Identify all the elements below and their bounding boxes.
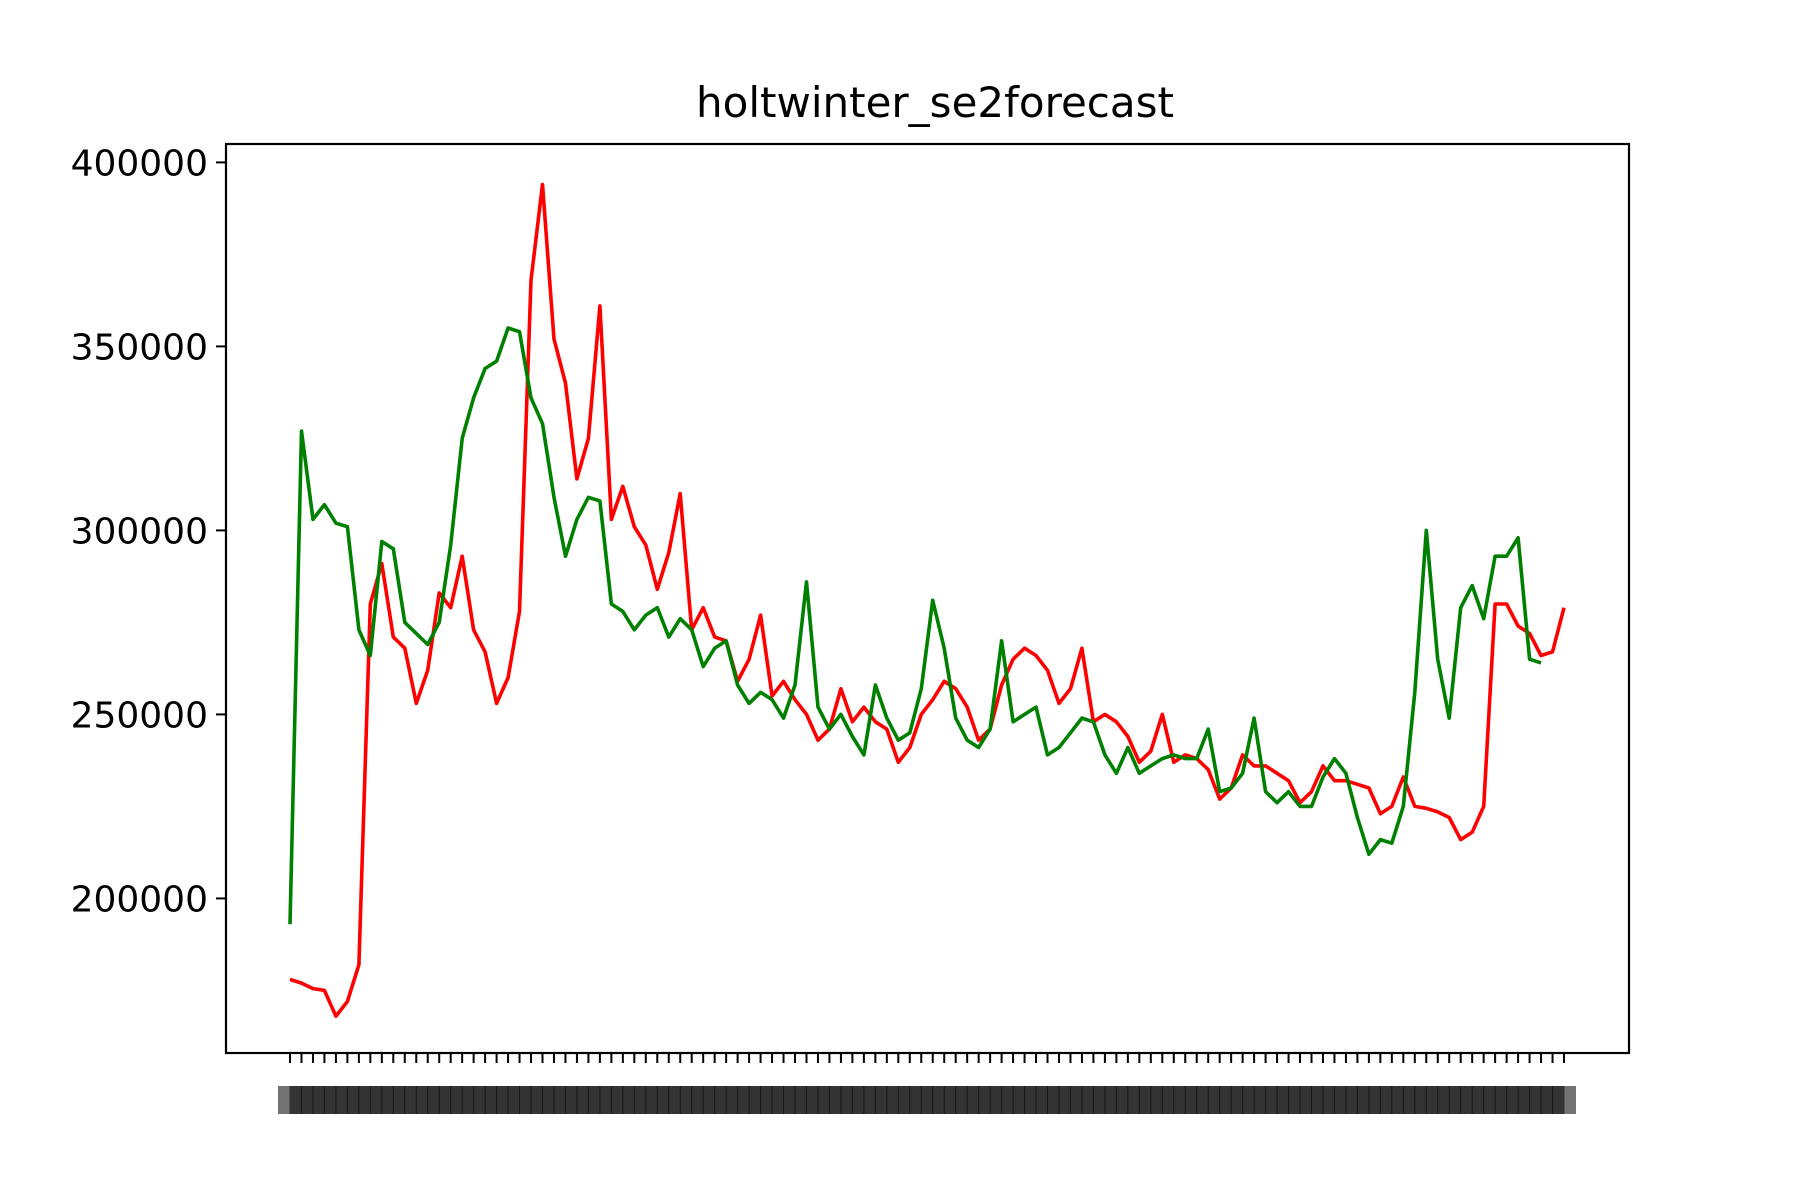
series-line-1 [289, 182, 1566, 1019]
series-line-2 [288, 326, 1542, 925]
y-axis: 200000 250000 300000 350000 400000 [71, 143, 226, 920]
x-axis [278, 1053, 1576, 1114]
y-tick-label: 250000 [71, 695, 208, 736]
y-tick-label: 200000 [71, 879, 208, 920]
plot-area [288, 182, 1566, 1019]
chart-title: holtwinter_se2forecast [696, 78, 1174, 127]
y-tick-label: 300000 [71, 511, 208, 552]
y-tick-label: 350000 [71, 327, 208, 368]
x-tick-label-overlap [1552, 1086, 1576, 1114]
y-tick-label: 400000 [71, 143, 208, 184]
axes-frame [224, 142, 1631, 1055]
